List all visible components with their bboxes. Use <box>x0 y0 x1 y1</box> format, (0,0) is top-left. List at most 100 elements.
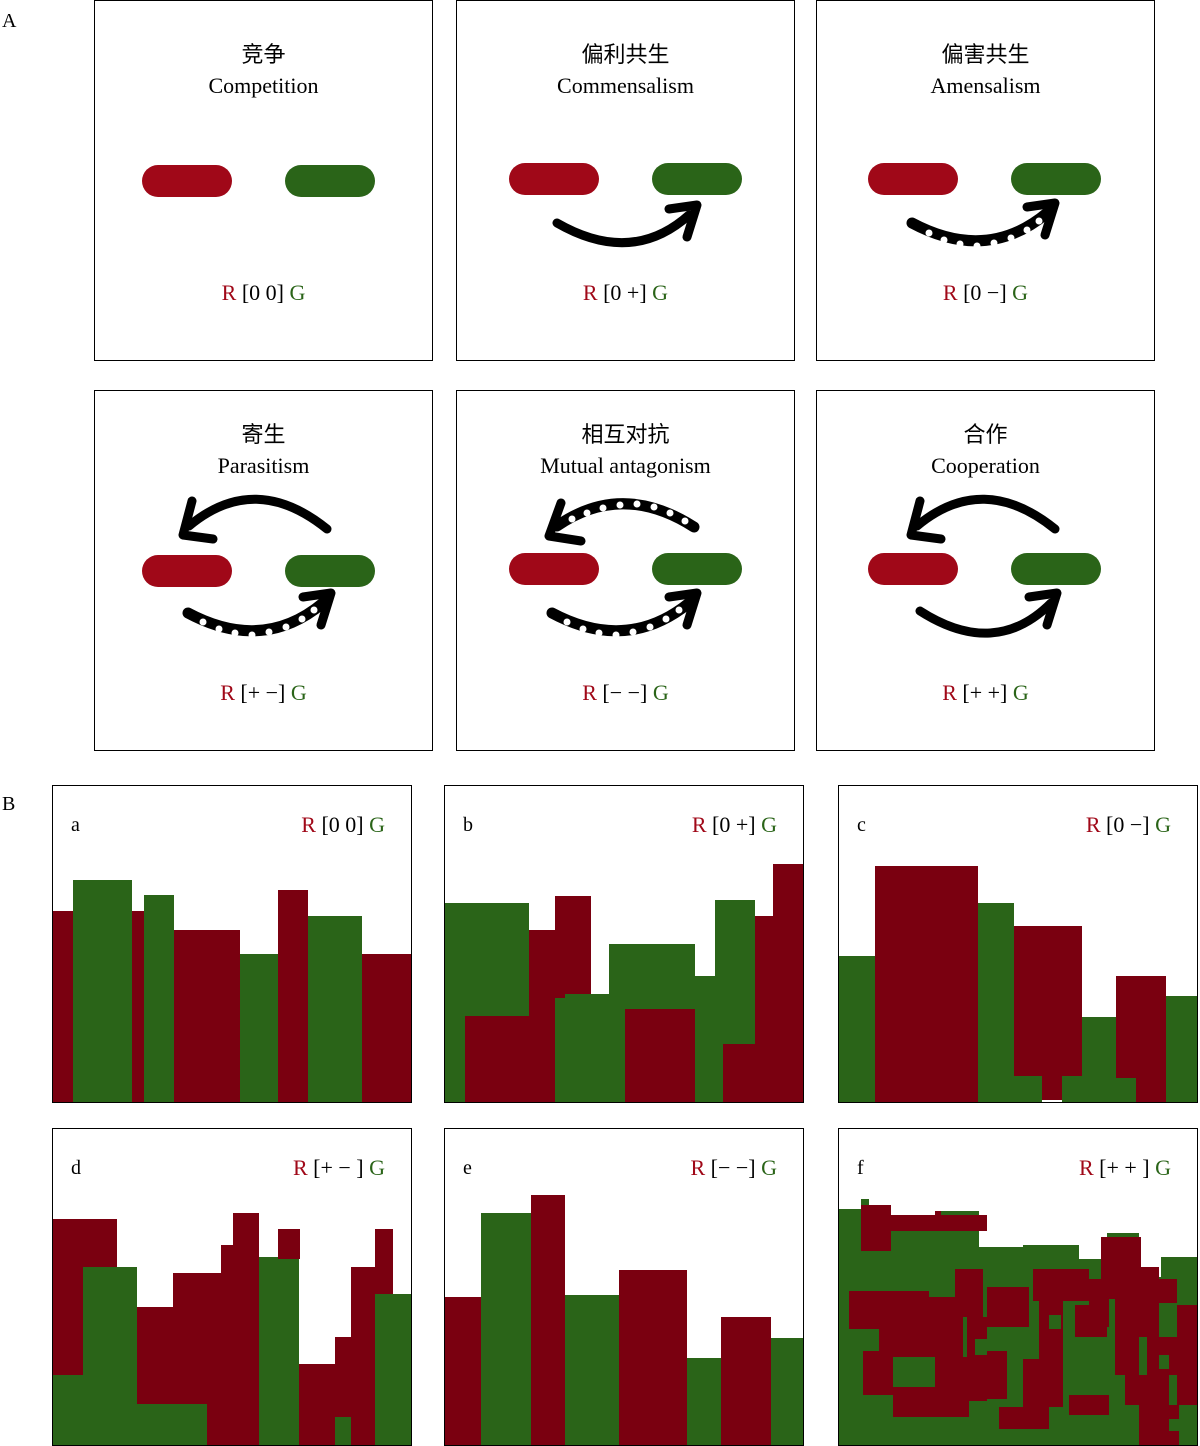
section-a-label: A <box>2 10 17 32</box>
formula-signs: [− −] <box>602 680 648 705</box>
green-strain <box>285 555 375 587</box>
green-strain <box>652 163 742 195</box>
green-strain <box>1011 553 1101 585</box>
formula-signs: [0 +] <box>603 280 647 305</box>
positive-arrow-green-to-red <box>912 494 1060 534</box>
formula-signs: [+ +] <box>962 680 1008 705</box>
arrowhead-icon <box>1022 198 1060 240</box>
title-zh: 合作 <box>963 423 1008 448</box>
formula-signs: [+ −] <box>240 680 286 705</box>
interaction-formula: R [+ − ] G <box>293 1155 385 1181</box>
title-zh: 偏害共生 <box>941 43 1030 68</box>
colony-panel-e: e R [− −] G <box>444 1128 804 1446</box>
red-strain <box>868 553 958 585</box>
panel-parasitism: 寄生 Parasitism R [+ −] G <box>94 390 433 751</box>
colony-pattern <box>53 1213 411 1445</box>
arrowhead-icon <box>178 496 218 544</box>
formula-r: R <box>1085 812 1101 837</box>
panel-letter: c <box>857 814 866 836</box>
interaction-formula: R [0 +] G <box>692 812 777 838</box>
panel-letter: a <box>71 814 80 836</box>
arrowhead-icon <box>298 588 336 630</box>
colony-panel-a: a R [0 0] G <box>52 785 412 1103</box>
red-strain <box>868 163 958 195</box>
interaction-formula: R [0 0] G <box>95 280 432 306</box>
colony-pattern <box>445 1195 803 1445</box>
panel-amensalism: 偏害共生 Amensalism R [0 −] G <box>816 0 1155 361</box>
dotted-pattern <box>568 500 689 525</box>
green-strain <box>285 165 375 197</box>
panel-letter: f <box>857 1157 864 1179</box>
title-en: Competition <box>208 73 319 98</box>
formula-signs: [0 −] <box>963 280 1007 305</box>
dotted-pattern <box>925 217 1043 250</box>
interaction-formula: R [+ +] G <box>817 680 1154 706</box>
formula-r: R <box>942 680 957 705</box>
formula-signs: [0 +] <box>712 812 756 837</box>
dotted-pattern <box>199 606 318 639</box>
formula-signs: [0 −] <box>1106 812 1150 837</box>
panel-title: 合作 Cooperation <box>817 421 1154 481</box>
arrow-layer <box>906 198 1060 250</box>
title-zh: 竞争 <box>241 43 286 68</box>
formula-r: R <box>221 280 237 305</box>
interaction-formula: R [+ −] G <box>95 680 432 706</box>
title-en: Amensalism <box>930 73 1041 98</box>
formula-signs: [+ − ] <box>313 1155 364 1180</box>
green-strain <box>652 553 742 585</box>
formula-signs: [0 0] <box>321 812 364 837</box>
panel-competition: 竞争 Competition R [0 0] G <box>94 0 433 361</box>
formula-r: R <box>1078 1155 1094 1180</box>
dotted-pattern <box>563 606 683 639</box>
panel-title: 偏利共生 Commensalism <box>457 41 794 101</box>
colony-pattern <box>53 880 411 1102</box>
panel-title: 竞争 Competition <box>95 41 432 101</box>
formula-g: G <box>761 812 777 837</box>
red-strain <box>142 165 232 197</box>
section-b-label: B <box>2 793 16 815</box>
title-en: Mutual antagonism <box>540 453 711 478</box>
title-en: Commensalism <box>557 73 694 98</box>
arrowhead-icon <box>544 498 586 546</box>
colony-panel-b: b R [0 +] G <box>444 785 804 1103</box>
arrowhead-icon <box>906 496 946 544</box>
formula-r: R <box>220 680 235 705</box>
colony-pattern <box>445 864 803 1102</box>
formula-g: G <box>290 680 307 705</box>
panel-commensalism: 偏利共生 Commensalism R [0 +] G <box>456 0 795 361</box>
interaction-formula: R [0 +] G <box>457 280 794 306</box>
colony-panel-d: d R [+ − ] G <box>52 1128 412 1446</box>
formula-r: R <box>292 1155 308 1180</box>
interaction-formula: R [− −] G <box>457 680 794 706</box>
arrow-layer <box>552 200 702 248</box>
panel-title: 偏害共生 Amensalism <box>817 41 1154 101</box>
interaction-formula: R [0 0] G <box>301 812 385 838</box>
arrowhead-icon <box>664 200 702 242</box>
colony-pattern <box>839 866 1197 1102</box>
formula-g: G <box>652 280 669 305</box>
panel-letter: d <box>71 1157 81 1179</box>
title-zh: 寄生 <box>241 423 286 448</box>
formula-g: G <box>369 812 385 837</box>
formula-r: R <box>690 1155 706 1180</box>
arrow-layer <box>178 494 336 639</box>
title-en: Parasitism <box>217 453 310 478</box>
panel-letter: b <box>463 814 473 836</box>
title-en: Cooperation <box>931 453 1040 478</box>
formula-signs: [0 0] <box>241 280 284 305</box>
formula-g: G <box>1155 1155 1171 1180</box>
formula-g: G <box>369 1155 385 1180</box>
arrow-layer <box>906 494 1062 638</box>
colony-panel-f: f R [+ + ] G <box>838 1128 1198 1446</box>
formula-r: R <box>301 812 316 837</box>
panel-cooperation: 合作 Cooperation R [+ +] G <box>816 390 1155 751</box>
colony-pattern <box>839 1199 1197 1445</box>
title-zh: 相互对抗 <box>581 423 670 448</box>
red-strain <box>509 553 599 585</box>
formula-g: G <box>1155 812 1171 837</box>
formula-r: R <box>582 680 597 705</box>
red-strain <box>509 163 599 195</box>
panel-title: 相互对抗 Mutual antagonism <box>457 421 794 481</box>
formula-r: R <box>582 280 598 305</box>
positive-arrow-green-to-red <box>184 494 332 534</box>
